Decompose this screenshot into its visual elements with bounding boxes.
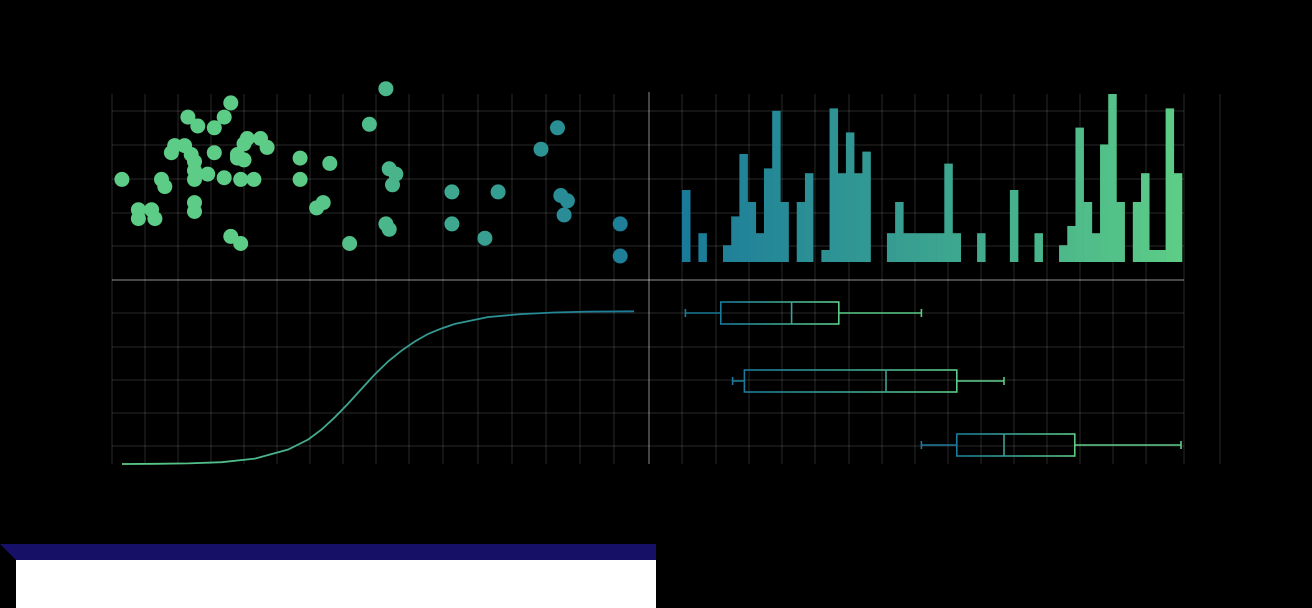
- histogram-bar: [936, 233, 945, 262]
- scatter-point: [147, 211, 163, 227]
- histogram-bar: [1067, 226, 1076, 262]
- scatter-point: [187, 204, 202, 219]
- histogram-bar: [1009, 190, 1019, 262]
- scatter-point: [612, 216, 628, 232]
- scatter-point: [550, 120, 565, 136]
- scatter-point: [292, 150, 308, 166]
- scatter-point: [556, 207, 572, 223]
- histogram-bar: [1059, 245, 1068, 262]
- scatter-point: [206, 145, 222, 161]
- box-plot: [920, 433, 1182, 457]
- scatter-point: [292, 171, 308, 187]
- scatter-point: [130, 211, 146, 227]
- scatter-point: [533, 141, 549, 157]
- histogram-bar: [804, 173, 814, 262]
- box-body: [743, 369, 958, 393]
- scatter-point: [216, 170, 232, 186]
- scatter-point: [315, 195, 331, 211]
- histogram-bar: [1100, 144, 1109, 262]
- histogram-bar: [682, 190, 691, 262]
- histogram-bar: [919, 233, 929, 262]
- histogram-bar: [821, 250, 830, 262]
- scatter-panel: [114, 81, 628, 264]
- scatter-point: [223, 95, 239, 111]
- histogram-bar: [854, 173, 863, 262]
- histogram-bar: [1075, 127, 1084, 262]
- histogram-bar: [895, 202, 904, 262]
- histogram-bar: [755, 233, 765, 262]
- histogram-bar: [1108, 94, 1117, 262]
- scatter-point: [477, 230, 493, 246]
- scatter-point: [322, 155, 338, 171]
- scatter-point: [200, 166, 216, 182]
- histogram-bar: [763, 168, 773, 262]
- histogram-bar: [977, 233, 986, 262]
- scatter-point: [187, 171, 202, 187]
- histogram-bar: [1034, 233, 1043, 262]
- scatter-point: [490, 184, 506, 200]
- histogram-bar: [1149, 250, 1158, 262]
- sigmoid-line: [121, 310, 635, 465]
- scatter-point: [361, 116, 377, 132]
- footer-accent-bar: [0, 544, 656, 560]
- histogram-bar: [829, 108, 839, 263]
- histogram-bar: [1157, 250, 1166, 262]
- scatter-point: [259, 139, 275, 155]
- scatter-point: [381, 221, 397, 237]
- scatter-point: [444, 184, 460, 200]
- scatter-point: [233, 236, 249, 251]
- scatter-point: [388, 166, 404, 182]
- histogram-bar: [845, 132, 855, 262]
- histogram-bar: [698, 233, 707, 262]
- histogram-bar: [911, 233, 921, 262]
- histogram-bar: [722, 245, 732, 262]
- histogram-panel: [682, 94, 1183, 263]
- histogram-bar: [1083, 202, 1093, 262]
- histogram-bar: [780, 202, 789, 262]
- histogram-bar: [1173, 173, 1183, 262]
- scatter-point: [444, 216, 460, 232]
- grid-lines: [111, 94, 1221, 464]
- footer-panel: [16, 560, 656, 608]
- histogram-bar: [772, 110, 781, 262]
- histogram-bar: [1165, 108, 1175, 263]
- scatter-point: [239, 131, 255, 146]
- scatter-point: [180, 109, 196, 125]
- histogram-bar: [837, 173, 847, 262]
- scatter-point: [114, 171, 130, 187]
- histogram-bar: [731, 216, 740, 262]
- box-body: [955, 433, 1076, 457]
- box-plot: [731, 369, 1005, 393]
- scatter-point: [236, 152, 252, 168]
- scatter-point: [378, 81, 394, 97]
- scatter-point: [612, 248, 628, 264]
- scatter-point: [246, 171, 262, 187]
- scatter-point: [559, 193, 575, 209]
- histogram-bar: [944, 163, 953, 262]
- histogram-bar: [747, 202, 757, 262]
- sigmoid-line-panel: [121, 310, 635, 465]
- histogram-bar: [1141, 173, 1150, 262]
- box-plot: [684, 301, 923, 325]
- histogram-bar: [952, 233, 961, 262]
- scatter-point: [216, 109, 232, 125]
- histogram-bar: [1116, 202, 1125, 262]
- histogram-bar: [903, 233, 912, 262]
- histogram-bar: [862, 151, 871, 262]
- scatter-point: [206, 120, 222, 136]
- boxplot-panel: [684, 301, 1182, 457]
- histogram-bar: [886, 233, 896, 262]
- histogram-bar: [1132, 202, 1142, 262]
- histogram-bar: [739, 154, 748, 262]
- histogram-bar: [1091, 233, 1101, 262]
- scatter-point: [190, 118, 206, 134]
- histogram-bar: [927, 233, 937, 262]
- scatter-point: [157, 179, 173, 195]
- scatter-point: [233, 171, 249, 187]
- histogram-bar: [796, 202, 806, 262]
- scatter-point: [342, 236, 358, 251]
